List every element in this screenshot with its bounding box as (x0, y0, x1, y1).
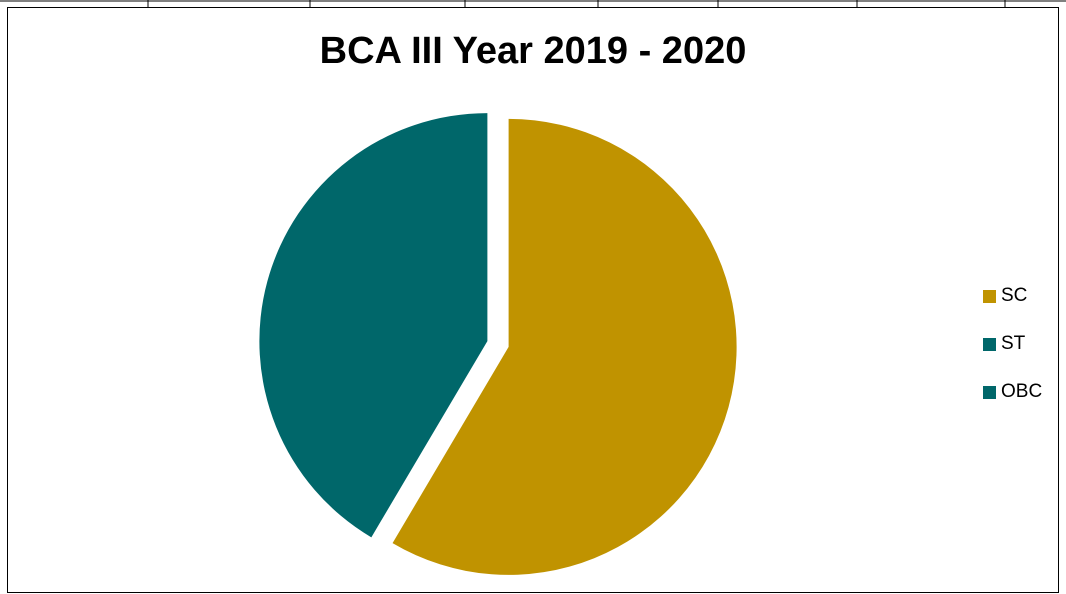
legend-item-sc: SC (983, 284, 1042, 308)
legend-item-st: ST (983, 332, 1042, 356)
legend-label-sc: SC (1001, 285, 1028, 306)
legend-swatch-sc (983, 289, 996, 303)
legend-label-st: ST (1001, 333, 1026, 354)
table-border-lines (0, 0, 1066, 8)
pie-slice-sc (392, 118, 737, 575)
chart-legend: SC ST OBC (983, 284, 1042, 428)
legend-swatch-st (983, 337, 996, 351)
legend-label-obc: OBC (1001, 381, 1043, 402)
pie-slice-obc (259, 113, 488, 538)
chart-title: BCA III Year 2019 - 2020 (319, 30, 747, 72)
legend-swatch-obc (983, 385, 996, 399)
legend-item-obc: OBC (983, 380, 1042, 404)
